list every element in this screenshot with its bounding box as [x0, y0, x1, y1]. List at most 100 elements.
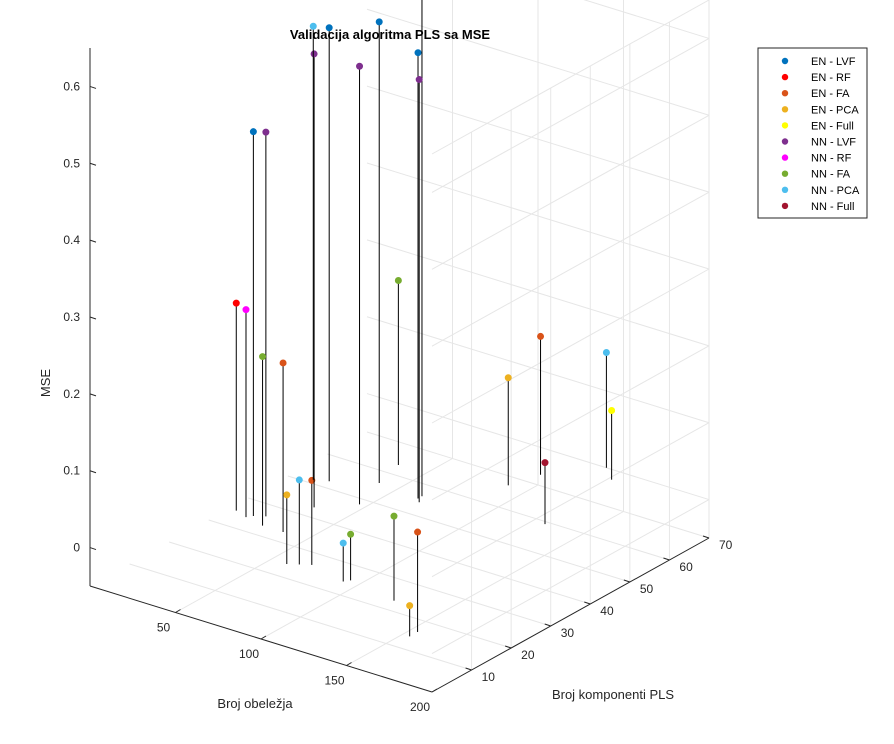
- legend-marker: [782, 90, 788, 96]
- data-point: [376, 19, 382, 25]
- data-point: [263, 129, 269, 135]
- x-tick-mark: [347, 663, 352, 666]
- z-tick-mark: [90, 394, 96, 396]
- data-point: [250, 129, 256, 135]
- grid-line: [432, 0, 709, 154]
- legend-marker: [782, 187, 788, 193]
- legend-marker: [782, 106, 788, 112]
- grid-line: [130, 564, 472, 670]
- data-point: [348, 531, 354, 537]
- z-tick-label: 0: [73, 541, 80, 555]
- data-point: [538, 333, 544, 339]
- data-point: [280, 360, 286, 366]
- data-point: [311, 51, 317, 57]
- legend-label: NN - Full: [811, 201, 854, 213]
- data-point: [415, 529, 421, 535]
- grid-line: [432, 192, 709, 346]
- z-tick-mark: [90, 86, 96, 88]
- z-tick-label: 0.1: [63, 464, 80, 478]
- y-tick-mark: [505, 646, 511, 648]
- z-tick-label: 0.5: [63, 156, 80, 170]
- data-point: [340, 540, 346, 546]
- z-axis-label: MSE: [38, 369, 53, 398]
- legend-label: EN - RF: [811, 72, 851, 84]
- y-tick-label: 10: [482, 670, 496, 684]
- z-tick-label: 0.4: [63, 233, 80, 247]
- z-tick-mark: [90, 471, 96, 473]
- data-point: [407, 603, 413, 609]
- data-point: [233, 300, 239, 306]
- grid-line: [209, 520, 551, 626]
- y-axis-label: Broj komponenti PLS: [552, 687, 674, 702]
- data-point: [603, 349, 609, 355]
- y-tick-label: 70: [719, 538, 733, 552]
- legend-label: NN - PCA: [811, 185, 860, 197]
- legend-label: NN - LVF: [811, 137, 856, 149]
- data-point: [542, 460, 548, 466]
- legend-marker: [782, 171, 788, 177]
- x-tick-mark: [261, 636, 266, 639]
- x-tick-mark: [432, 689, 437, 692]
- y-tick-mark: [624, 580, 630, 582]
- stem-layer: [233, 0, 614, 636]
- data-point: [415, 50, 421, 56]
- chart-title: Validacija algoritma PLS sa MSE: [290, 27, 490, 42]
- y-tick-label: 30: [561, 626, 575, 640]
- x-axis-label: Broj obeležja: [217, 696, 293, 711]
- grid-line: [432, 38, 709, 192]
- legend-label: NN - FA: [811, 169, 851, 181]
- legend-marker: [782, 74, 788, 80]
- legend-label: EN - LVF: [811, 56, 856, 68]
- y-tick-label: 20: [521, 648, 535, 662]
- y-tick-mark: [663, 558, 669, 560]
- legend-marker: [782, 138, 788, 144]
- z-tick-mark: [90, 163, 96, 165]
- grid-line: [288, 476, 630, 582]
- legend-label: EN - PCA: [811, 104, 859, 116]
- legend-label: NN - RF: [811, 153, 852, 165]
- z-tick-label: 0.6: [63, 79, 80, 93]
- z-tick-label: 0.2: [63, 387, 80, 401]
- grid-line: [347, 512, 624, 666]
- x-tick-label: 200: [410, 700, 430, 714]
- grid-line: [432, 269, 709, 423]
- z-tick-mark: [90, 548, 96, 550]
- y-tick-label: 40: [600, 604, 614, 618]
- data-point: [260, 354, 266, 360]
- y-tick-label: 60: [679, 560, 693, 574]
- data-point: [357, 63, 363, 69]
- grid-line: [261, 485, 538, 639]
- legend: EN - LVF EN - RF EN - FA EN - PCA EN - Full N…: [758, 48, 867, 218]
- data-point: [284, 492, 290, 498]
- data-point: [505, 375, 511, 381]
- legend-label: EN - Full: [811, 120, 854, 132]
- data-point: [243, 307, 249, 313]
- y-tick-mark: [584, 602, 590, 604]
- data-point: [416, 77, 422, 83]
- y-tick-mark: [545, 624, 551, 626]
- z-tick-mark: [90, 240, 96, 242]
- data-point: [296, 477, 302, 483]
- x-tick-label: 50: [157, 621, 171, 635]
- legend-marker: [782, 154, 788, 160]
- z-tick-mark: [90, 317, 96, 319]
- legend-marker: [782, 58, 788, 64]
- grid-line: [432, 115, 709, 269]
- x-tick-label: 150: [324, 674, 344, 688]
- grid-line: [169, 542, 511, 648]
- grid-line: [432, 346, 709, 500]
- x-tick-mark: [176, 610, 181, 613]
- data-point: [609, 408, 615, 414]
- y-tick-label: 50: [640, 582, 654, 596]
- legend-marker: [782, 122, 788, 128]
- x-tick-label: 100: [239, 647, 259, 661]
- y-tick-mark: [466, 668, 472, 670]
- y-axis-line: [432, 538, 709, 692]
- data-point: [391, 513, 397, 519]
- data-point: [395, 278, 401, 284]
- legend-marker: [782, 203, 788, 209]
- legend-label: EN - FA: [811, 88, 850, 100]
- z-tick-label: 0.3: [63, 310, 80, 324]
